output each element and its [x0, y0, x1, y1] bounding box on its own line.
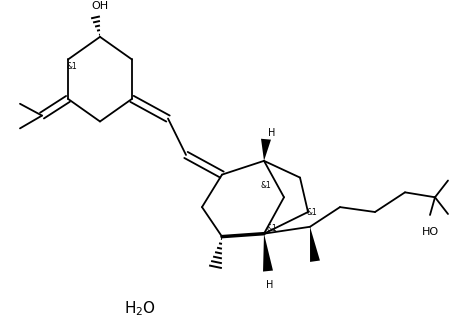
Text: &1: &1: [267, 224, 277, 233]
Text: &1: &1: [67, 62, 77, 71]
Text: OH: OH: [91, 1, 108, 11]
Polygon shape: [261, 139, 271, 161]
Text: &1: &1: [261, 181, 271, 190]
Text: H: H: [269, 128, 275, 138]
Text: H$_2$O: H$_2$O: [124, 299, 156, 318]
Polygon shape: [310, 227, 320, 262]
Text: H: H: [266, 280, 274, 290]
Text: &1: &1: [307, 208, 317, 216]
Polygon shape: [263, 234, 273, 271]
Text: HO: HO: [421, 227, 438, 237]
